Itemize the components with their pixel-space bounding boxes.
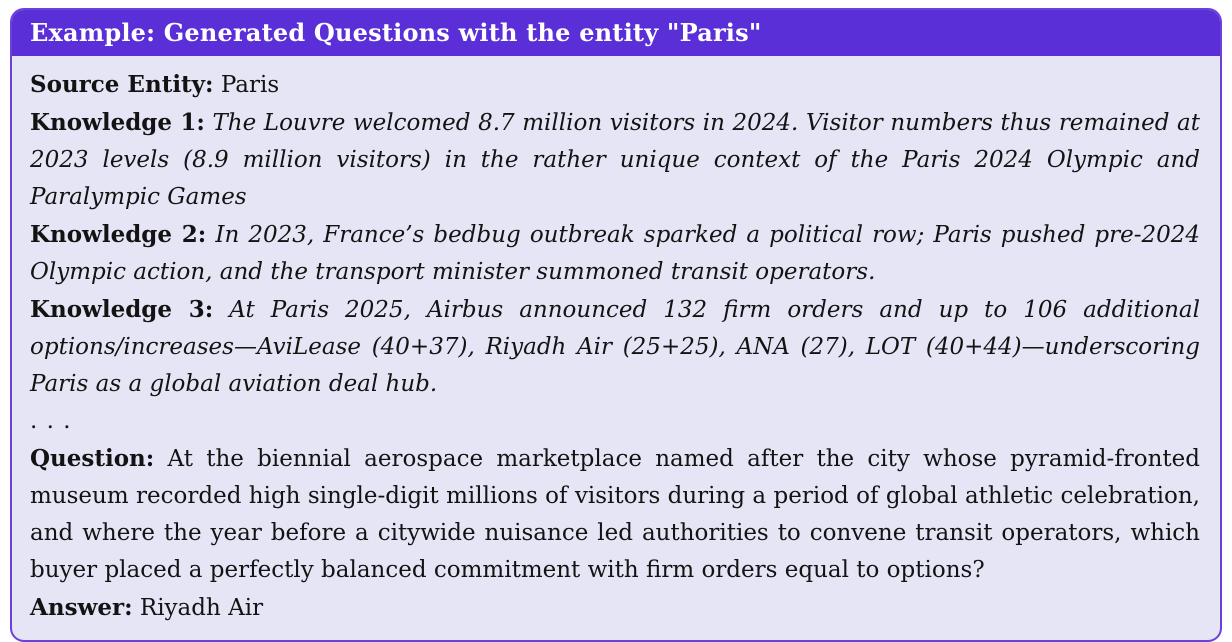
figure-body: Source Entity: Paris Knowledge 1: The Lo… [12, 56, 1220, 640]
knowledge-2-text: In 2023, France’s bedbug outbreak sparke… [30, 222, 1200, 285]
knowledge-2-label: Knowledge 2: [30, 221, 207, 248]
answer-line: Answer: Riyadh Air [30, 589, 1200, 627]
page: Example: Generated Questions with the en… [10, 8, 1222, 642]
question-paragraph: Question: At the biennial aerospace mark… [30, 440, 1200, 589]
question-text: At the biennial aerospace marketplace na… [30, 446, 1200, 583]
source-entity-line: Source Entity: Paris [30, 66, 1200, 104]
ellipsis-line: . . . [30, 403, 1200, 440]
ellipsis-text: . . . [30, 408, 72, 434]
answer-label: Answer: [30, 594, 133, 621]
figure-title: Example: Generated Questions with the en… [30, 18, 762, 47]
figure-header-bar: Example: Generated Questions with the en… [12, 10, 1220, 56]
knowledge-3-paragraph: Knowledge 3: At Paris 2025, Airbus annou… [30, 291, 1200, 403]
source-entity-label: Source Entity: [30, 71, 214, 98]
knowledge-3-text: At Paris 2025, Airbus announced 132 firm… [30, 297, 1200, 397]
knowledge-1-paragraph: Knowledge 1: The Louvre welcomed 8.7 mil… [30, 104, 1200, 216]
answer-value: Riyadh Air [139, 595, 264, 621]
knowledge-1-label: Knowledge 1: [30, 109, 205, 136]
knowledge-3-label: Knowledge 3: [30, 296, 214, 323]
example-figure-box: Example: Generated Questions with the en… [10, 8, 1222, 642]
knowledge-1-text: The Louvre welcomed 8.7 million visitors… [30, 110, 1201, 210]
source-entity-value: Paris [220, 72, 280, 98]
knowledge-2-paragraph: Knowledge 2: In 2023, France’s bedbug ou… [30, 216, 1200, 291]
question-label: Question: [30, 445, 155, 472]
